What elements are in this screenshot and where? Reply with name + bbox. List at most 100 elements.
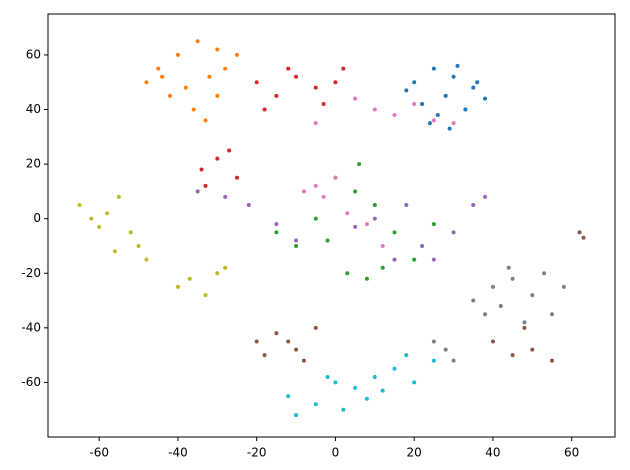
point	[105, 211, 110, 216]
point	[156, 66, 161, 71]
point	[463, 107, 468, 112]
point	[483, 194, 488, 199]
point	[286, 339, 291, 344]
point	[471, 203, 476, 208]
point	[431, 222, 436, 227]
y-tick-label: -20	[21, 266, 41, 280]
point	[77, 203, 82, 208]
point	[246, 203, 251, 208]
point	[89, 216, 94, 221]
point	[447, 126, 452, 131]
point	[412, 80, 417, 85]
point	[215, 271, 220, 276]
point	[431, 358, 436, 363]
point	[372, 374, 377, 379]
point	[183, 85, 188, 90]
point	[274, 93, 279, 98]
point	[262, 353, 267, 358]
point	[313, 216, 318, 221]
point	[274, 222, 279, 227]
point	[341, 66, 346, 71]
point	[451, 121, 456, 126]
point	[215, 47, 220, 52]
point	[294, 347, 299, 352]
point	[420, 243, 425, 248]
y-tick-label: 60	[26, 47, 41, 61]
x-tick-label: 40	[485, 446, 500, 460]
point	[353, 224, 358, 229]
point	[313, 325, 318, 330]
point	[294, 243, 299, 248]
y-tick-label: 20	[26, 157, 41, 171]
point	[392, 257, 397, 262]
point	[490, 339, 495, 344]
point	[471, 85, 476, 90]
point	[498, 304, 503, 309]
point	[136, 243, 141, 248]
point	[380, 243, 385, 248]
point	[227, 148, 232, 153]
point	[435, 112, 440, 117]
point	[412, 257, 417, 262]
point	[392, 230, 397, 235]
point	[372, 216, 377, 221]
point	[321, 102, 326, 107]
point	[97, 224, 102, 229]
point	[203, 118, 208, 123]
point	[144, 257, 149, 262]
plot-frame	[47, 13, 616, 438]
point	[199, 167, 204, 172]
point	[561, 284, 566, 289]
y-tick-label: -60	[21, 375, 41, 389]
point	[372, 203, 377, 208]
point	[294, 74, 299, 79]
point	[353, 96, 358, 101]
point	[191, 107, 196, 112]
point	[345, 271, 350, 276]
point	[235, 52, 239, 57]
point	[404, 353, 409, 358]
y-tick-label: 0	[33, 211, 41, 225]
point	[404, 88, 409, 93]
point	[235, 175, 239, 180]
point	[510, 276, 515, 281]
point	[550, 358, 554, 363]
point	[333, 80, 338, 85]
point	[427, 121, 432, 126]
point	[364, 222, 369, 227]
point	[420, 102, 425, 107]
point	[286, 66, 291, 71]
point	[203, 293, 208, 298]
point	[353, 189, 358, 194]
point	[207, 74, 212, 79]
point	[313, 402, 318, 407]
point	[195, 189, 200, 194]
y-tick-label: -40	[21, 320, 41, 334]
point	[168, 93, 173, 98]
point	[483, 312, 488, 317]
point	[313, 85, 318, 90]
point	[451, 74, 456, 79]
y-tick-label: 40	[26, 102, 41, 116]
point	[112, 249, 117, 254]
x-tick-label: -20	[247, 446, 267, 460]
point	[175, 52, 180, 57]
point	[160, 74, 165, 79]
point	[301, 358, 306, 363]
x-tick-label: 60	[564, 446, 579, 460]
point	[577, 230, 582, 235]
point	[294, 238, 299, 243]
point	[301, 189, 306, 194]
point	[431, 339, 436, 344]
point	[451, 358, 456, 363]
point	[506, 265, 511, 270]
point	[274, 230, 279, 235]
point	[530, 347, 535, 352]
point	[392, 366, 397, 371]
point	[490, 284, 495, 289]
point	[404, 203, 409, 208]
point	[364, 396, 369, 401]
point	[380, 388, 385, 393]
point	[475, 80, 480, 85]
point	[581, 235, 586, 240]
